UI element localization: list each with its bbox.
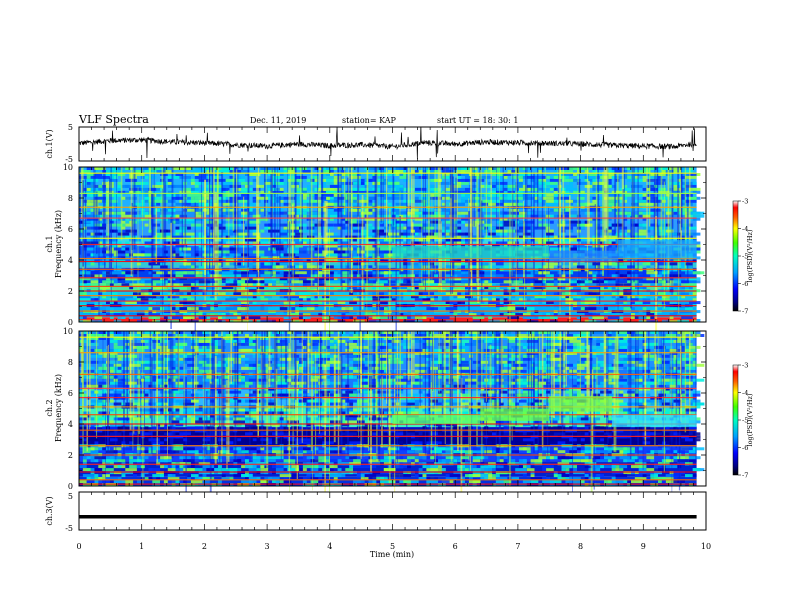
ch2-spectrogram-ytick-0: 0 — [68, 482, 73, 491]
ch2-colorbar-tick--6: -6 — [742, 444, 748, 452]
x-tick-4: 4 — [327, 542, 332, 551]
ch1-colorbar-tick--5: -5 — [742, 253, 748, 261]
ch2-spectrogram-ytick-4: 4 — [68, 420, 73, 429]
ch2-colorbar-tick--5: -5 — [742, 417, 748, 425]
ch1-spectrogram-ytick-2: 2 — [68, 287, 73, 296]
ch1-waveform-line — [79, 127, 697, 159]
chart-title: VLF Spectra — [78, 113, 149, 126]
date-label: Dec. 11, 2019 — [250, 116, 306, 125]
ch1-spectrogram-ytick-6: 6 — [68, 225, 73, 234]
x-axis: 0 1 2 3 4 5 6 7 8 9 10 — [76, 127, 711, 551]
ch1-colorbar: -3 -4 -5 -6 -7 log(PSD)(V²/Hz) — [732, 198, 754, 316]
ch1-frequency-ylabel: Frequency (kHz) — [54, 210, 63, 278]
ch1-ytick-bottom: -5 — [65, 155, 73, 164]
x-tick-10: 10 — [701, 542, 711, 551]
ch2-spectrogram-panel: 0 2 4 6 8 10 ch.2 Frequency (kHz) -3 -4 -5 -6 -7 … — [45, 327, 754, 524]
ch3-waveform-panel: 5 -5 ch.3(V) — [45, 491, 707, 533]
ch2-colorbar-tick--7: -7 — [742, 472, 748, 480]
ch1-spectrogram-panel: 0 2 4 6 8 10 ch.1 Frequency (kHz) -3 -4 -5 -6 -7 … — [45, 163, 754, 360]
ch1-spectrogram-ytick-10: 10 — [63, 163, 73, 172]
start-time-label: start UT = 18: 30: 1 — [437, 116, 518, 125]
ch1-waveform-panel: 5 -5 ch.1(V) — [45, 123, 707, 164]
ch1-colorbar-tick--3: -3 — [742, 198, 748, 206]
ch2-spectrogram-ytick-6: 6 — [68, 389, 73, 398]
ch2-spectrogram-ylabel: ch.2 — [45, 399, 54, 416]
x-tick-3: 3 — [265, 542, 270, 551]
ch1-spectrogram-ytick-8: 8 — [68, 194, 73, 203]
ch2-spectrogram-image — [79, 331, 706, 524]
ch2-frequency-ylabel: Frequency (kHz) — [54, 374, 63, 442]
x-tick-7: 7 — [515, 542, 520, 551]
ch1-spectrogram-ylabel: ch.1 — [45, 235, 54, 252]
x-tick-9: 9 — [641, 542, 646, 551]
ch1-waveform-ylabel: ch.1(V) — [45, 129, 54, 158]
ch1-colorbar-tick--7: -7 — [742, 308, 748, 316]
ch1-colorbar-tick--6: -6 — [742, 280, 748, 288]
ch1-colorbar-label: log(PSD)(V²/Hz) — [746, 229, 754, 282]
ch1-spectrogram-ytick-4: 4 — [68, 256, 73, 265]
ch1-spectrogram-ytick-0: 0 — [68, 318, 73, 327]
x-tick-1: 1 — [139, 542, 144, 551]
x-axis-label: Time (min) — [370, 550, 414, 559]
ch2-colorbar-tick--3: -3 — [742, 362, 748, 370]
ch3-ytick-bottom: -5 — [65, 524, 73, 533]
ch2-colorbar: -3 -4 -5 -6 -7 log(PSD)(V²/Hz) — [732, 362, 754, 480]
ch2-colorbar-tick--4: -4 — [742, 389, 748, 397]
ch2-spectrogram-ytick-2: 2 — [68, 451, 73, 460]
ch2-colorbar-gradient — [732, 364, 739, 476]
ch1-spectrogram-image — [79, 167, 706, 360]
ch2-spectrogram-ytick-8: 8 — [68, 358, 73, 367]
ch2-colorbar-label: log(PSD)(V²/Hz) — [746, 393, 754, 446]
x-tick-5: 5 — [390, 542, 395, 551]
ch2-spectrogram-ytick-10: 10 — [63, 327, 73, 336]
x-tick-0: 0 — [76, 542, 81, 551]
ch1-ytick-top: 5 — [68, 123, 73, 132]
ch3-ytick-top: 5 — [68, 492, 73, 501]
ch3-waveform-ylabel: ch.3(V) — [45, 496, 54, 525]
station-label: station= KAP — [342, 116, 397, 125]
x-tick-2: 2 — [202, 542, 207, 551]
x-tick-8: 8 — [578, 542, 583, 551]
x-tick-6: 6 — [453, 542, 458, 551]
ch1-colorbar-gradient — [732, 200, 739, 312]
ch1-colorbar-tick--4: -4 — [742, 225, 748, 233]
